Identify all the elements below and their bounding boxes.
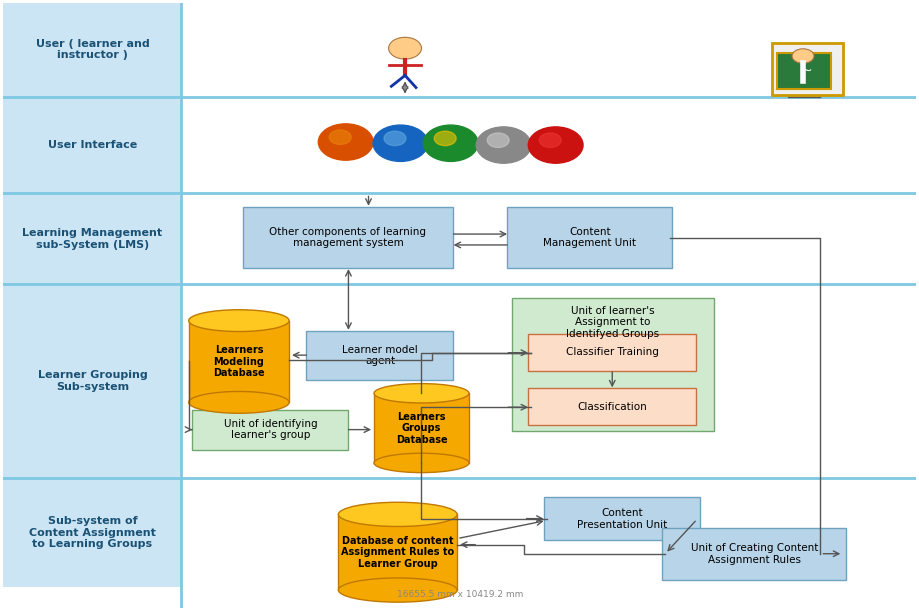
Text: Learning Management
sub-System (LMS): Learning Management sub-System (LMS) [22,228,163,250]
FancyBboxPatch shape [663,528,845,580]
FancyBboxPatch shape [777,53,832,89]
Text: Sub-system of
Content Assignment
to Learning Groups: Sub-system of Content Assignment to Lear… [29,516,156,549]
Text: Learners
Modeling
Database: Learners Modeling Database [213,345,265,378]
Text: Unit of learner's
Assignment to
Identifyed Groups: Unit of learner's Assignment to Identify… [566,306,659,338]
Text: User Interface: User Interface [48,140,137,150]
Text: Unit of identifying
learner's group: Unit of identifying learner's group [223,419,317,441]
Bar [374,393,469,463]
FancyBboxPatch shape [544,497,700,540]
Circle shape [476,127,531,163]
Circle shape [329,130,351,144]
FancyBboxPatch shape [772,43,844,95]
FancyBboxPatch shape [192,409,348,450]
Text: Content
Management Unit: Content Management Unit [543,227,636,248]
Circle shape [528,127,583,163]
Ellipse shape [374,384,469,403]
Circle shape [318,124,373,160]
Bar [4,3,916,97]
FancyBboxPatch shape [243,207,453,268]
Bar [4,3,181,97]
Text: Database of content
Assignment Rules to
Learner Group: Database of content Assignment Rules to … [341,536,454,569]
Circle shape [539,133,562,147]
Text: Learners
Groups
Database: Learners Groups Database [396,411,448,445]
Text: Learner model
agent: Learner model agent [342,345,418,366]
Text: 16655.5 mm x 10419.2 mm: 16655.5 mm x 10419.2 mm [397,590,523,599]
Text: Classifier Training: Classifier Training [566,348,659,357]
Bar [181,3,916,608]
FancyBboxPatch shape [512,298,713,431]
Text: Content
Presentation Unit: Content Presentation Unit [577,508,667,530]
Circle shape [792,49,814,64]
Text: Learner Grouping
Sub-system: Learner Grouping Sub-system [38,370,147,392]
Bar [4,284,181,478]
Bar [4,478,181,587]
Circle shape [435,131,456,145]
Ellipse shape [188,392,289,413]
Bar [188,321,289,403]
Bar [4,194,181,284]
Ellipse shape [188,310,289,332]
FancyBboxPatch shape [528,389,697,425]
Text: User ( learner and
instructor ): User ( learner and instructor ) [36,39,149,60]
Ellipse shape [338,578,457,602]
Bar [4,284,916,478]
Circle shape [389,37,422,59]
Circle shape [373,125,428,161]
Circle shape [384,131,406,145]
Bar [4,97,916,194]
Text: Classification: Classification [577,402,647,412]
Circle shape [424,125,478,161]
Bar [338,514,457,590]
Bar [4,194,916,284]
Circle shape [487,133,509,147]
Ellipse shape [374,453,469,472]
FancyBboxPatch shape [528,334,697,371]
Text: ~: ~ [800,64,812,78]
Text: Other components of learning
management system: Other components of learning management … [269,227,426,248]
FancyBboxPatch shape [507,207,673,268]
Bar [4,97,181,194]
Bar [4,478,916,587]
Ellipse shape [338,502,457,527]
Text: Unit of Creating Content
Assignment Rules: Unit of Creating Content Assignment Rule… [690,543,818,565]
FancyBboxPatch shape [306,331,453,380]
